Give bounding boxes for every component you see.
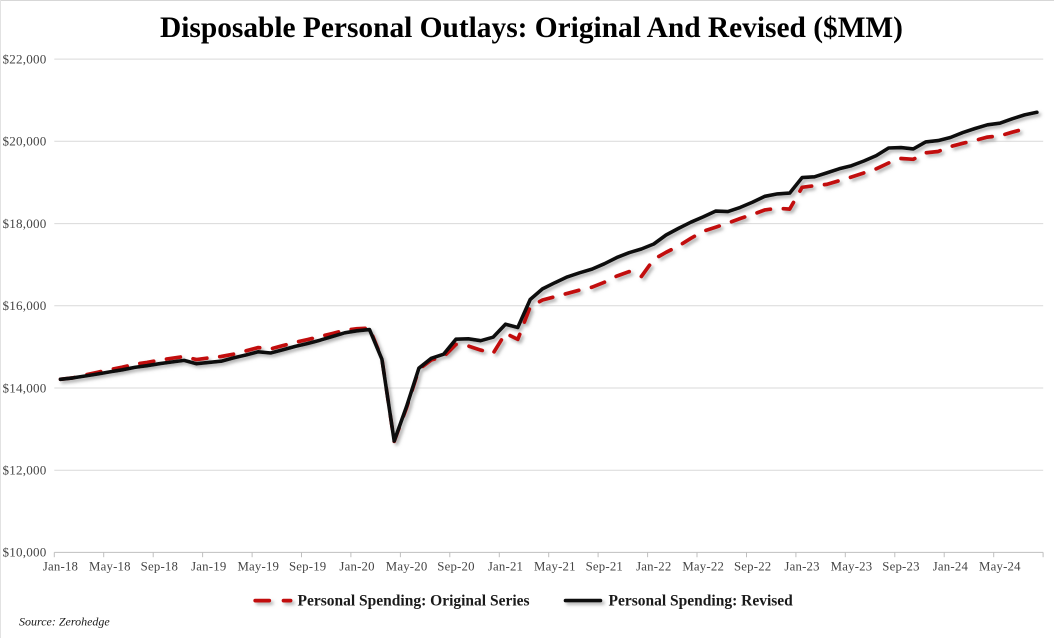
svg-text:Jan-19: Jan-19 — [191, 560, 226, 574]
svg-text:Jan-21: Jan-21 — [488, 560, 523, 574]
svg-text:May-19: May-19 — [237, 560, 279, 574]
svg-text:Sep-19: Sep-19 — [289, 560, 326, 574]
svg-text:Sep-18: Sep-18 — [141, 560, 178, 574]
svg-text:$22,000: $22,000 — [3, 51, 47, 66]
svg-text:May-21: May-21 — [534, 560, 576, 574]
svg-text:Source: Zerohedge: Source: Zerohedge — [19, 615, 110, 629]
svg-text:Jan-23: Jan-23 — [784, 560, 819, 574]
svg-text:Jan-18: Jan-18 — [43, 560, 78, 574]
svg-text:May-22: May-22 — [682, 560, 724, 574]
svg-text:$10,000: $10,000 — [3, 545, 47, 560]
svg-text:May-23: May-23 — [831, 560, 873, 574]
svg-text:Disposable Personal Outlays: O: Disposable Personal Outlays: Original An… — [160, 12, 903, 44]
svg-text:Jan-20: Jan-20 — [339, 560, 374, 574]
svg-text:$20,000: $20,000 — [3, 134, 47, 149]
svg-text:Sep-22: Sep-22 — [734, 560, 771, 574]
svg-text:May-20: May-20 — [386, 560, 428, 574]
svg-text:Personal Spending: Original Se: Personal Spending: Original Series — [298, 593, 530, 610]
svg-text:$14,000: $14,000 — [3, 380, 47, 395]
svg-text:$12,000: $12,000 — [3, 463, 47, 478]
svg-text:$16,000: $16,000 — [3, 298, 47, 313]
svg-text:Jan-22: Jan-22 — [636, 560, 671, 574]
svg-text:Sep-21: Sep-21 — [586, 560, 623, 574]
svg-text:May-24: May-24 — [979, 560, 1021, 574]
svg-text:Personal Spending: Revised: Personal Spending: Revised — [609, 593, 794, 610]
svg-text:May-18: May-18 — [89, 560, 131, 574]
svg-text:Sep-23: Sep-23 — [882, 560, 919, 574]
svg-text:Sep-20: Sep-20 — [437, 560, 474, 574]
svg-text:$18,000: $18,000 — [3, 216, 47, 231]
svg-text:Jan-24: Jan-24 — [933, 560, 969, 574]
